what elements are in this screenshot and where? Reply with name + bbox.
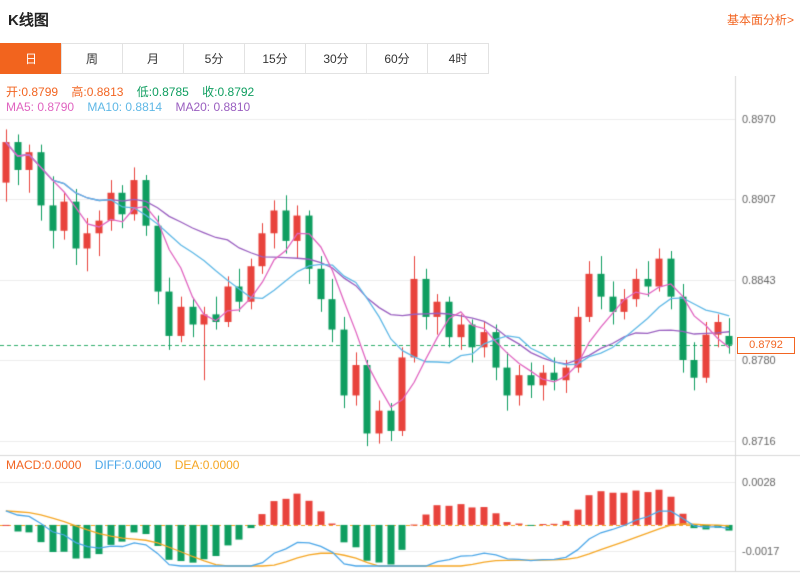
- ma-legend: MA5: 0.8790 MA10: 0.8814 MA20: 0.8810: [6, 100, 260, 114]
- diff-value: DIFF:0.0000: [94, 458, 162, 472]
- tab-4hour[interactable]: 4时: [427, 43, 489, 74]
- high-value: 高:0.8813: [71, 85, 124, 99]
- tab-week[interactable]: 周: [61, 43, 123, 74]
- macd-legend: MACD:0.0000 DIFF:0.0000 DEA:0.0000: [6, 458, 249, 472]
- tab-15min[interactable]: 15分: [244, 43, 306, 74]
- open-value: 开:0.8799: [6, 85, 59, 99]
- macd-value: MACD:0.0000: [6, 458, 82, 472]
- low-value: 低:0.8785: [136, 85, 189, 99]
- tab-30min[interactable]: 30分: [305, 43, 367, 74]
- ma10-value: MA10: 0.8814: [87, 100, 163, 114]
- timeframe-tabs: 日 周 月 5分 15分 30分 60分 4时: [0, 43, 489, 76]
- ma20-value: MA20: 0.8810: [175, 100, 251, 114]
- kline-chart-canvas[interactable]: [0, 76, 800, 573]
- fundamental-analysis-link[interactable]: 基本面分析>: [726, 13, 794, 27]
- tab-month[interactable]: 月: [122, 43, 184, 74]
- header: K线图 基本面分析>: [0, 0, 800, 38]
- page-title: K线图: [8, 12, 49, 29]
- ohlc-legend: 开:0.8799 高:0.8813 低:0.8785 收:0.8792: [6, 83, 264, 100]
- dea-value: DEA:0.0000: [174, 458, 240, 472]
- ma5-value: MA5: 0.8790: [6, 100, 75, 114]
- close-value: 收:0.8792: [202, 85, 255, 99]
- current-price-tag: 0.8792: [737, 337, 795, 354]
- tab-day[interactable]: 日: [0, 43, 62, 74]
- tab-5min[interactable]: 5分: [183, 43, 245, 74]
- tab-60min[interactable]: 60分: [366, 43, 428, 74]
